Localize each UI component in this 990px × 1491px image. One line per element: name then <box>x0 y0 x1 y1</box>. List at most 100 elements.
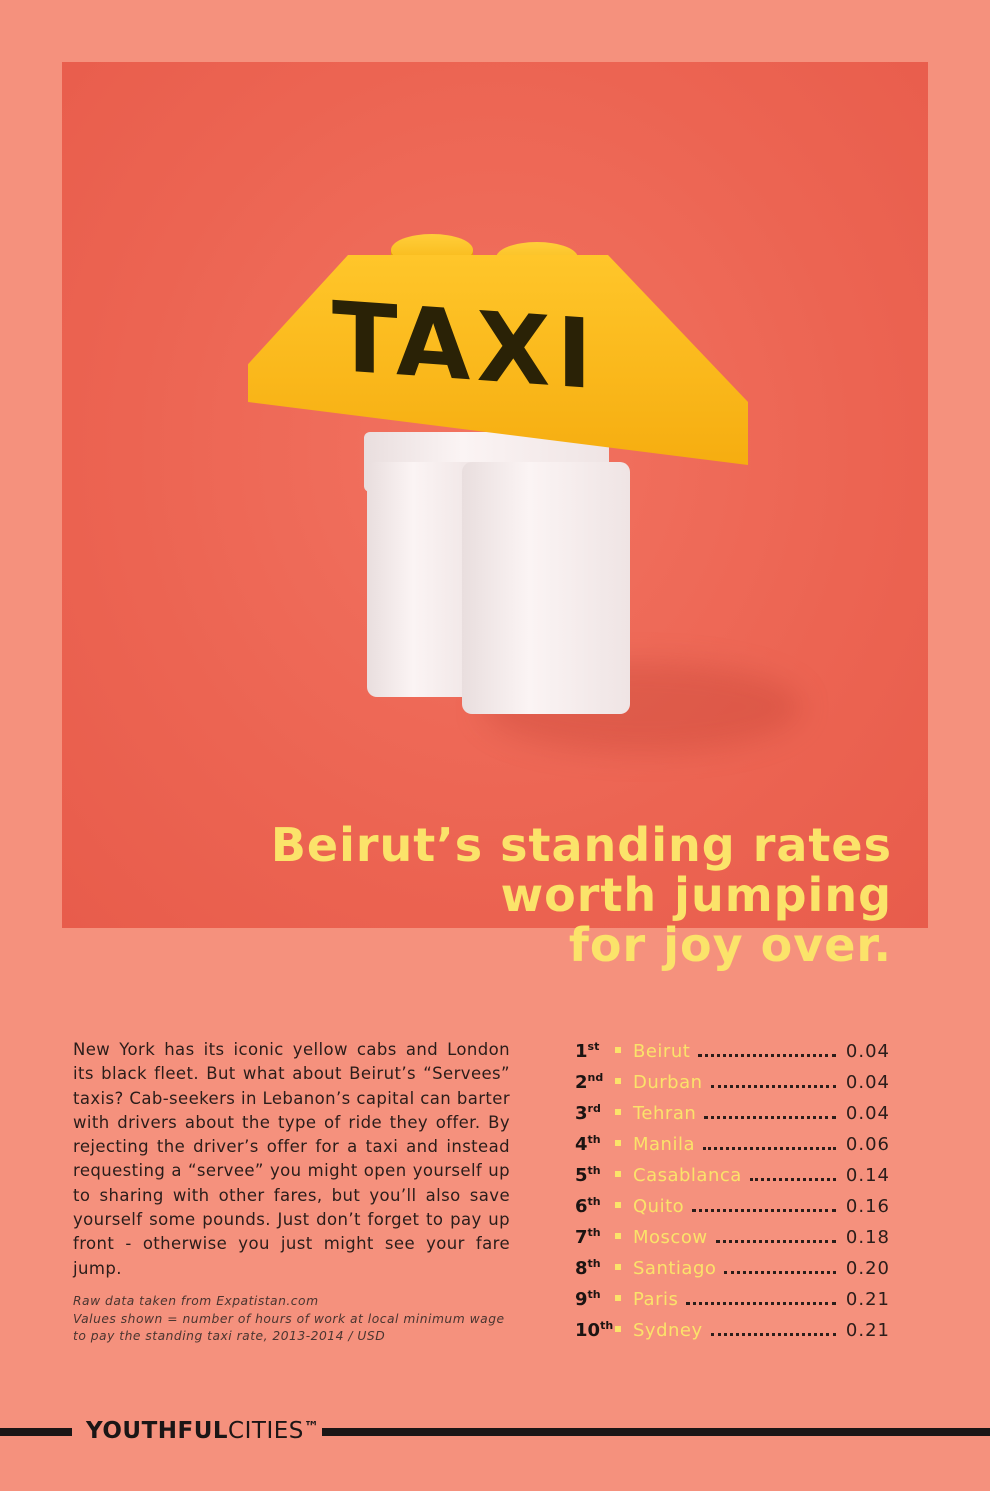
taxi-label: TAXI <box>332 280 599 412</box>
headline-line: worth jumping <box>500 868 892 922</box>
ranking-row: 6th Quito 0.16 <box>575 1195 890 1226</box>
brand-logo: YOUTHFULCITIES™ <box>86 1418 319 1444</box>
city-name: Tehran <box>633 1103 697 1124</box>
bullet-icon <box>615 1047 621 1053</box>
footer-rule-left <box>0 1428 72 1436</box>
bullet-icon <box>615 1109 621 1115</box>
rank-suffix: th <box>587 1288 601 1301</box>
ranking-row: 7th Moscow 0.18 <box>575 1226 890 1257</box>
ranking-row: 10th Sydney 0.21 <box>575 1319 890 1350</box>
bullet-icon <box>615 1078 621 1084</box>
dot-leader <box>692 1209 836 1212</box>
note-line: Raw data taken from Expatistan.com <box>73 1294 319 1308</box>
rank-number: 2 <box>575 1072 588 1093</box>
ranking-row: 9th Paris 0.21 <box>575 1288 890 1319</box>
taxi-lego-photo: TAXI <box>62 62 928 928</box>
city-name: Sydney <box>633 1320 703 1341</box>
hours-value: 0.21 <box>845 1320 890 1341</box>
body-line: yourself some pounds. Just don’t forget … <box>73 1210 510 1230</box>
dot-leader <box>704 1116 836 1119</box>
rank-position: 2nd <box>575 1071 615 1093</box>
dot-leader <box>724 1271 836 1274</box>
bullet-icon <box>615 1233 621 1239</box>
body-paragraph: New York has its iconic yellow cabs and … <box>73 1038 510 1281</box>
hours-value: 0.16 <box>845 1196 890 1217</box>
brand-light: CITIES <box>228 1418 304 1444</box>
rank-position: 4th <box>575 1133 615 1155</box>
bullet-icon <box>615 1326 621 1332</box>
body-line: rejecting the driver’s offer for a taxi … <box>73 1137 510 1157</box>
ranking-row: 1st Beirut 0.04 <box>575 1040 890 1071</box>
rank-position: 6th <box>575 1195 615 1217</box>
rank-suffix: rd <box>587 1102 601 1115</box>
city-name: Moscow <box>633 1227 708 1248</box>
bullet-icon <box>615 1295 621 1301</box>
city-name: Santiago <box>633 1258 717 1279</box>
ranking-row: 8th Santiago 0.20 <box>575 1257 890 1288</box>
rank-suffix: st <box>587 1040 600 1053</box>
city-name: Paris <box>633 1289 679 1310</box>
bullet-icon <box>615 1140 621 1146</box>
hours-value: 0.20 <box>845 1258 890 1279</box>
rank-number: 5 <box>575 1165 588 1186</box>
lego-right-leg <box>462 462 630 714</box>
rank-number: 10 <box>575 1320 601 1341</box>
headline-line: for joy over. <box>568 918 892 972</box>
body-line: its black fleet. But what about Beirut’s… <box>73 1064 510 1084</box>
bullet-icon <box>615 1264 621 1270</box>
city-ranking-list: 1st Beirut 0.04 2nd Durban 0.04 3rd Tehran 0.04 4… <box>575 1040 890 1350</box>
dot-leader <box>710 1333 836 1336</box>
rank-position: 7th <box>575 1226 615 1248</box>
dot-leader <box>715 1240 836 1243</box>
rank-suffix: nd <box>587 1071 604 1084</box>
city-name: Casablanca <box>633 1165 742 1186</box>
bullet-icon <box>615 1202 621 1208</box>
hours-value: 0.06 <box>845 1134 890 1155</box>
rank-number: 7 <box>575 1227 588 1248</box>
trademark: ™ <box>303 1418 320 1436</box>
ranking-row: 4th Manila 0.06 <box>575 1133 890 1164</box>
hours-value: 0.14 <box>845 1165 890 1186</box>
rank-position: 8th <box>575 1257 615 1279</box>
ranking-row: 2nd Durban 0.04 <box>575 1071 890 1102</box>
body-line: New York has its iconic yellow cabs and … <box>73 1040 510 1059</box>
rank-position: 10th <box>575 1319 615 1341</box>
hours-value: 0.21 <box>845 1289 890 1310</box>
rank-suffix: th <box>587 1133 601 1146</box>
body-line: front - otherwise you just might see you… <box>73 1234 510 1278</box>
rank-number: 8 <box>575 1258 588 1279</box>
hours-value: 0.04 <box>845 1041 890 1062</box>
rank-position: 5th <box>575 1164 615 1186</box>
hours-value: 0.04 <box>845 1103 890 1124</box>
city-name: Beirut <box>633 1041 691 1062</box>
rank-position: 9th <box>575 1288 615 1310</box>
dot-leader <box>703 1147 836 1150</box>
city-name: Quito <box>633 1196 685 1217</box>
body-line: requesting a “servee” you might open you… <box>73 1161 510 1181</box>
ranking-row: 5th Casablanca 0.14 <box>575 1164 890 1195</box>
rank-number: 4 <box>575 1134 588 1155</box>
city-name: Durban <box>633 1072 703 1093</box>
rank-number: 3 <box>575 1103 588 1124</box>
headline-line: Beirut’s standing rates <box>270 818 892 872</box>
dot-leader <box>710 1085 836 1088</box>
dot-leader <box>698 1054 836 1057</box>
note-line: to pay the standing taxi rate, 2013-2014… <box>73 1329 386 1343</box>
rank-number: 1 <box>575 1041 588 1062</box>
source-notes: Raw data taken from Expatistan.com Value… <box>73 1293 505 1346</box>
rank-position: 3rd <box>575 1102 615 1124</box>
rank-suffix: th <box>587 1195 601 1208</box>
hours-value: 0.04 <box>845 1072 890 1093</box>
rank-position: 1st <box>575 1040 615 1062</box>
rank-suffix: th <box>587 1257 601 1270</box>
rank-suffix: th <box>587 1226 601 1239</box>
brand-bold: YOUTHFUL <box>86 1418 229 1444</box>
rank-number: 9 <box>575 1289 588 1310</box>
dot-leader <box>749 1178 836 1181</box>
city-name: Manila <box>633 1134 696 1155</box>
rank-suffix: th <box>587 1164 601 1177</box>
body-line: taxis? Cab-seekers in Lebanon’s capital … <box>73 1088 510 1108</box>
headline: Beirut’s standing rates worth jumping fo… <box>271 820 892 970</box>
hours-value: 0.18 <box>845 1227 890 1248</box>
rank-number: 6 <box>575 1196 588 1217</box>
